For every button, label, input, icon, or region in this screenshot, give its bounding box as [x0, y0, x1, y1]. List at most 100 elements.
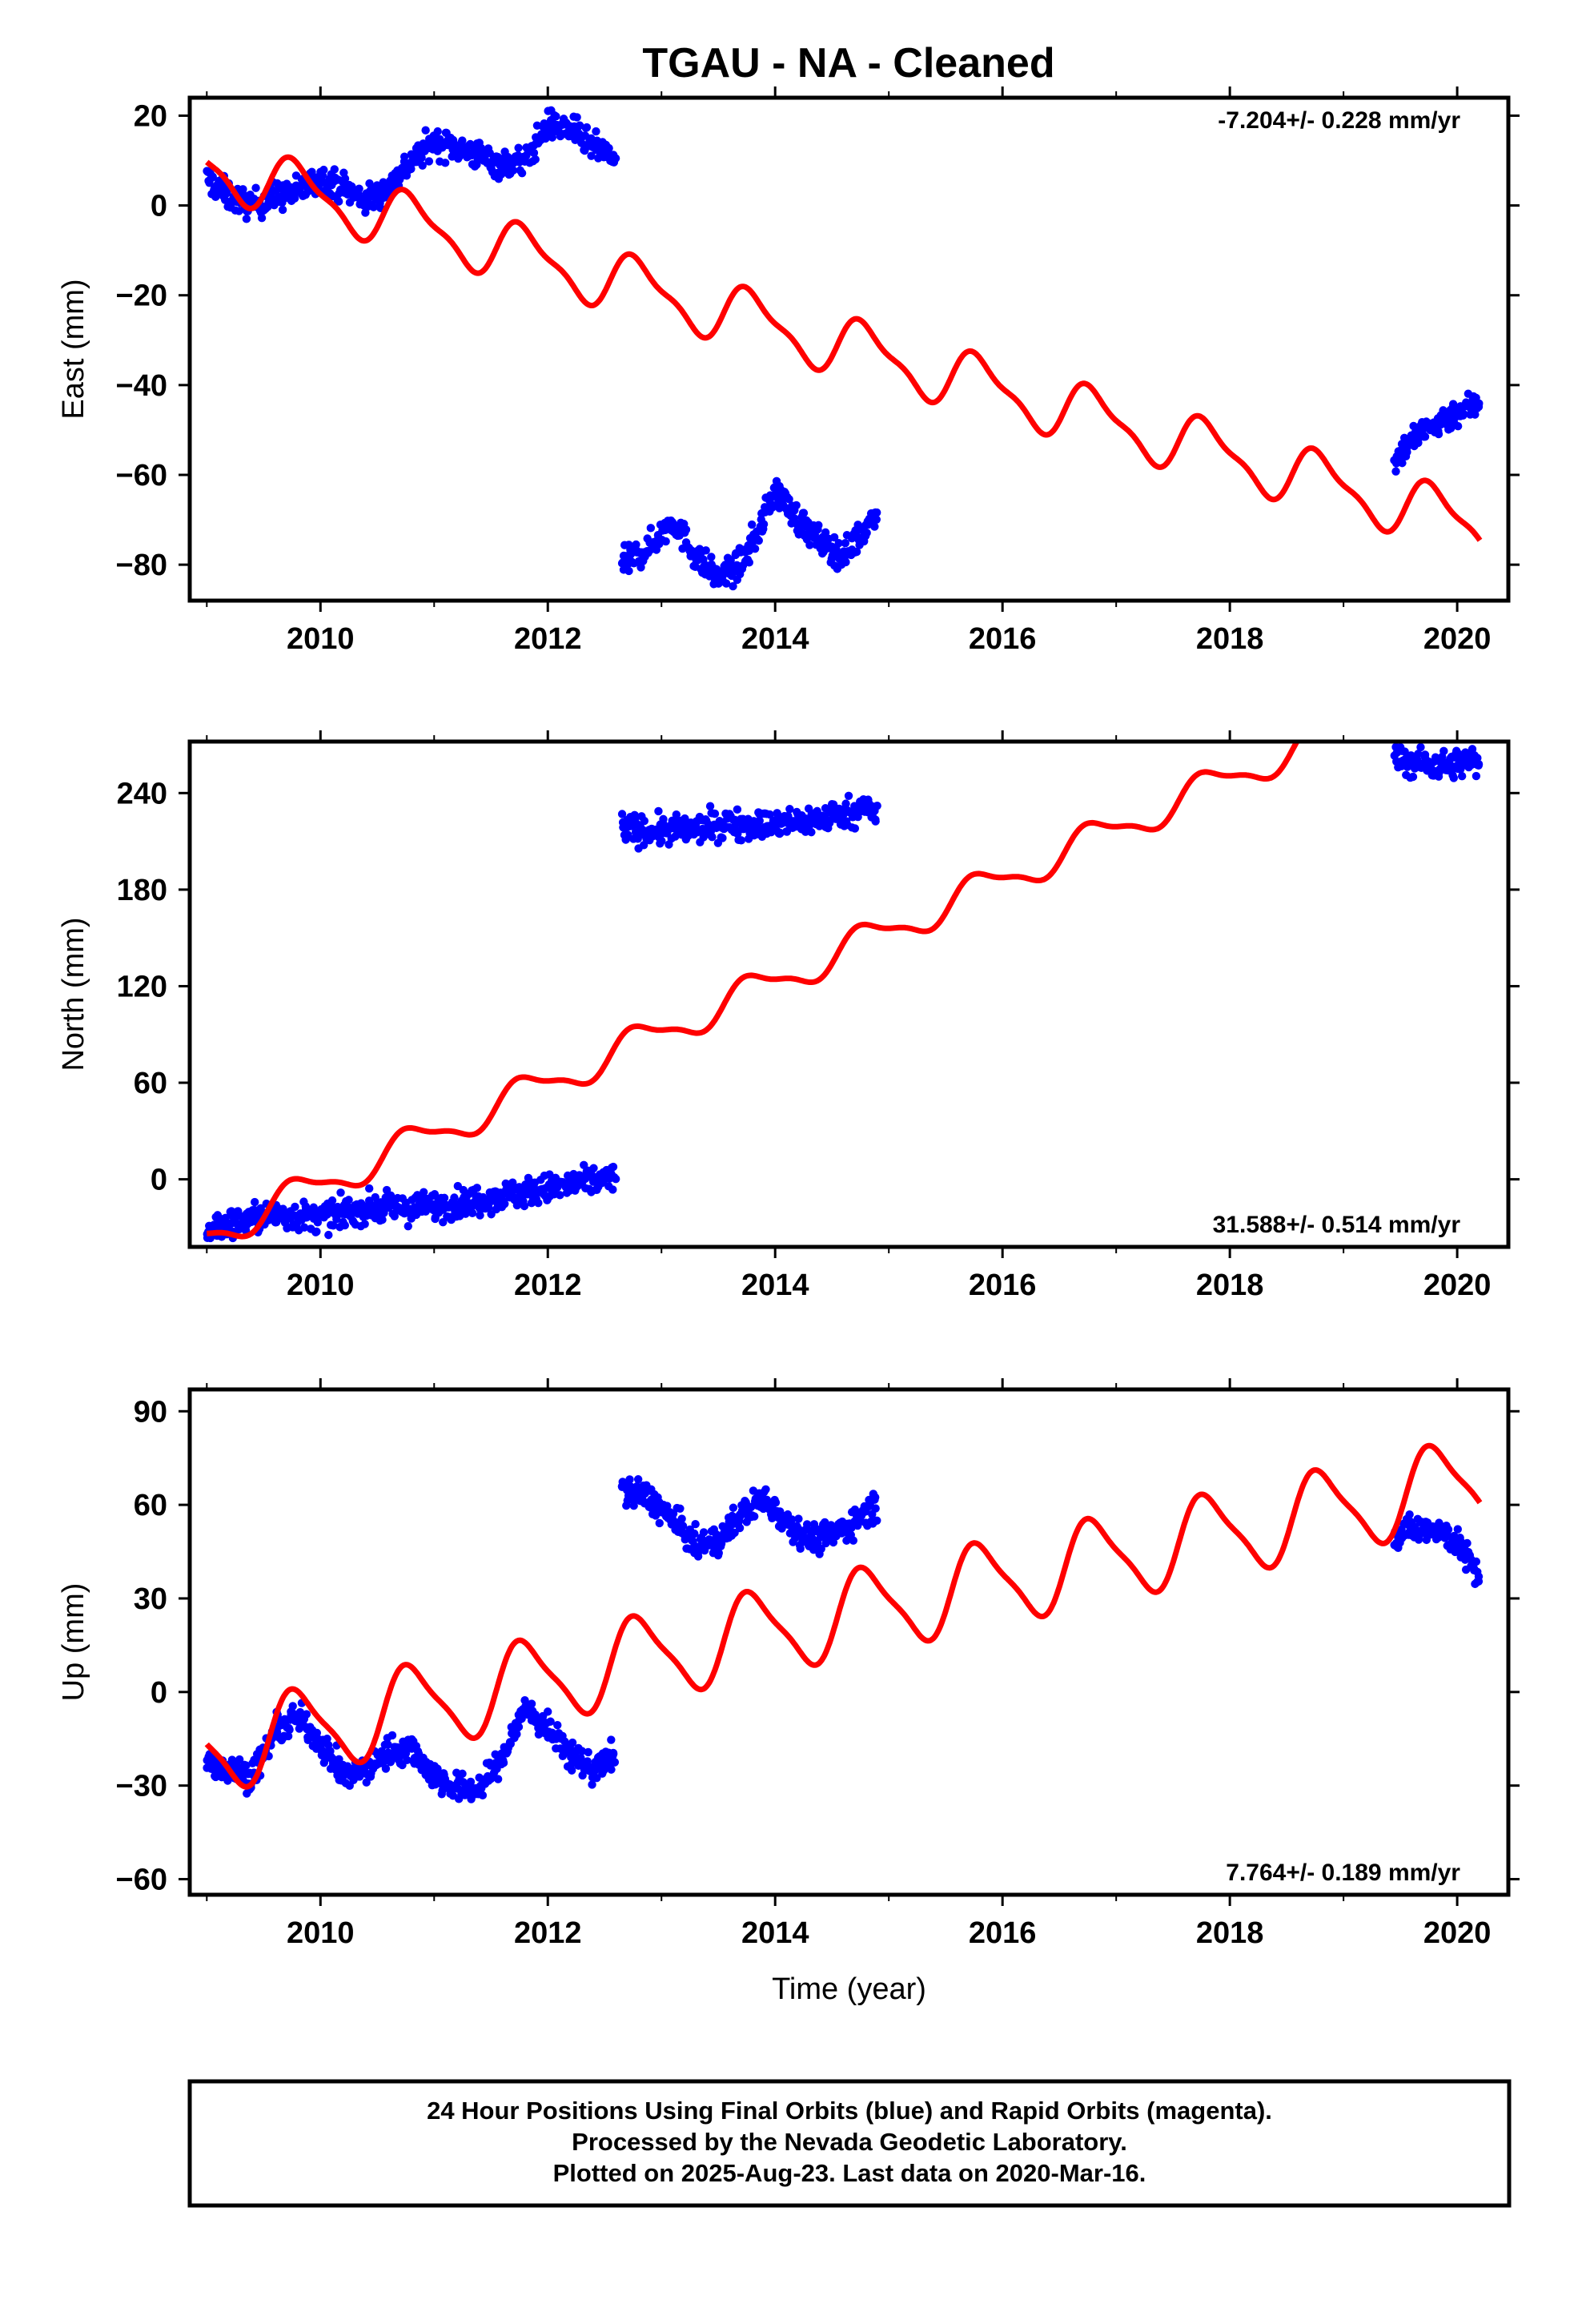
data-point — [1457, 772, 1467, 781]
data-point — [834, 539, 843, 548]
chart-panel-1: 20 0 −20 −40 −60 −80 2010 2012 2014 2016 2018 2020 E… — [57, 86, 1520, 656]
data-point — [844, 791, 853, 800]
data-point — [850, 824, 860, 833]
data-point — [661, 537, 670, 546]
chart-panel-2: 240 180 120 60 0 2010 2012 2014 2016 2018 2020 Nort… — [57, 730, 1520, 1302]
y-axis-label: North (mm) — [57, 917, 90, 1071]
data-point — [787, 1515, 797, 1524]
data-point — [745, 558, 753, 567]
data-point — [567, 1766, 576, 1775]
data-point — [714, 1549, 723, 1558]
data-point — [735, 1523, 745, 1533]
data-point — [577, 1747, 587, 1755]
y-axis-label: East (mm) — [57, 279, 90, 419]
data-point — [329, 1221, 338, 1230]
panel-frame — [187, 739, 1511, 1249]
data-point — [344, 1196, 353, 1204]
data-point — [1405, 1510, 1414, 1519]
rate-label: -7.204+/- 0.228 mm/yr — [1218, 107, 1460, 134]
data-point — [654, 806, 663, 816]
x-tick-label: 2010 — [287, 1269, 355, 1302]
data-point — [326, 1747, 335, 1755]
data-point — [608, 1748, 618, 1758]
data-point — [364, 1184, 374, 1193]
data-point — [785, 495, 793, 504]
data-point — [814, 521, 823, 530]
data-point — [1463, 1538, 1472, 1548]
data-point — [1439, 746, 1448, 756]
data-point — [424, 157, 434, 166]
data-point — [360, 1220, 369, 1228]
data-point — [737, 836, 745, 845]
data-point — [1471, 410, 1480, 419]
data-point — [747, 520, 757, 529]
data-point — [705, 802, 715, 810]
data-point — [285, 1725, 294, 1735]
data-point — [527, 1699, 536, 1708]
data-point — [691, 1519, 700, 1529]
y-tick-label: 0 — [151, 1676, 167, 1710]
data-point — [488, 1196, 497, 1205]
data-point — [355, 184, 363, 193]
data-point — [239, 185, 247, 194]
data-point — [821, 528, 830, 537]
panel-frame — [187, 95, 1511, 603]
data-point — [472, 1184, 482, 1192]
data-point — [499, 1759, 508, 1767]
data-point — [607, 1765, 616, 1774]
data-point — [1472, 1557, 1481, 1566]
data-point — [625, 1475, 634, 1484]
data-point — [404, 1221, 412, 1231]
x-tick-label: 2012 — [514, 1916, 582, 1950]
data-point — [312, 1728, 322, 1738]
data-point — [421, 126, 430, 135]
data-point — [1449, 774, 1459, 782]
data-point — [852, 547, 861, 557]
data-points — [203, 106, 1484, 591]
x-tick-label: 2010 — [287, 622, 355, 656]
data-point — [678, 1522, 688, 1530]
data-point — [283, 1731, 293, 1741]
data-point — [440, 159, 450, 167]
data-point — [1408, 772, 1418, 782]
data-point — [640, 816, 649, 826]
y-tick-label: −40 — [116, 369, 167, 403]
data-point — [765, 810, 774, 819]
y-tick-label: −30 — [116, 1770, 167, 1803]
data-point — [611, 154, 620, 163]
data-point — [771, 1498, 781, 1507]
data-point — [512, 1730, 521, 1739]
data-point — [841, 538, 850, 548]
data-point — [312, 1227, 321, 1236]
data-point — [862, 529, 871, 537]
data-point — [633, 1475, 643, 1484]
data-point — [381, 1764, 391, 1773]
data-point — [1416, 742, 1425, 752]
data-point — [847, 1523, 856, 1533]
data-point — [362, 1778, 371, 1787]
data-point — [1453, 421, 1463, 431]
model-curve — [205, 154, 1483, 542]
data-point — [610, 1758, 620, 1767]
data-point — [796, 1544, 805, 1554]
data-point — [759, 520, 769, 529]
data-point — [785, 805, 794, 814]
data-point — [1474, 1572, 1484, 1581]
data-point — [235, 1755, 244, 1764]
data-point — [250, 1197, 259, 1207]
data-point — [552, 112, 560, 121]
data-point — [841, 557, 850, 567]
data-point — [575, 121, 584, 130]
data-point — [1398, 458, 1407, 468]
data-points — [203, 742, 1484, 1243]
data-point — [872, 508, 881, 517]
data-point — [799, 509, 809, 517]
data-point — [383, 1740, 392, 1749]
model-curve — [207, 742, 1300, 1240]
data-point — [729, 1503, 738, 1512]
x-tick-label: 2020 — [1423, 1916, 1492, 1950]
data-point — [829, 533, 839, 542]
y-tick-label: 0 — [151, 190, 167, 223]
data-point — [657, 836, 666, 846]
y-tick-label: 60 — [134, 1489, 167, 1522]
